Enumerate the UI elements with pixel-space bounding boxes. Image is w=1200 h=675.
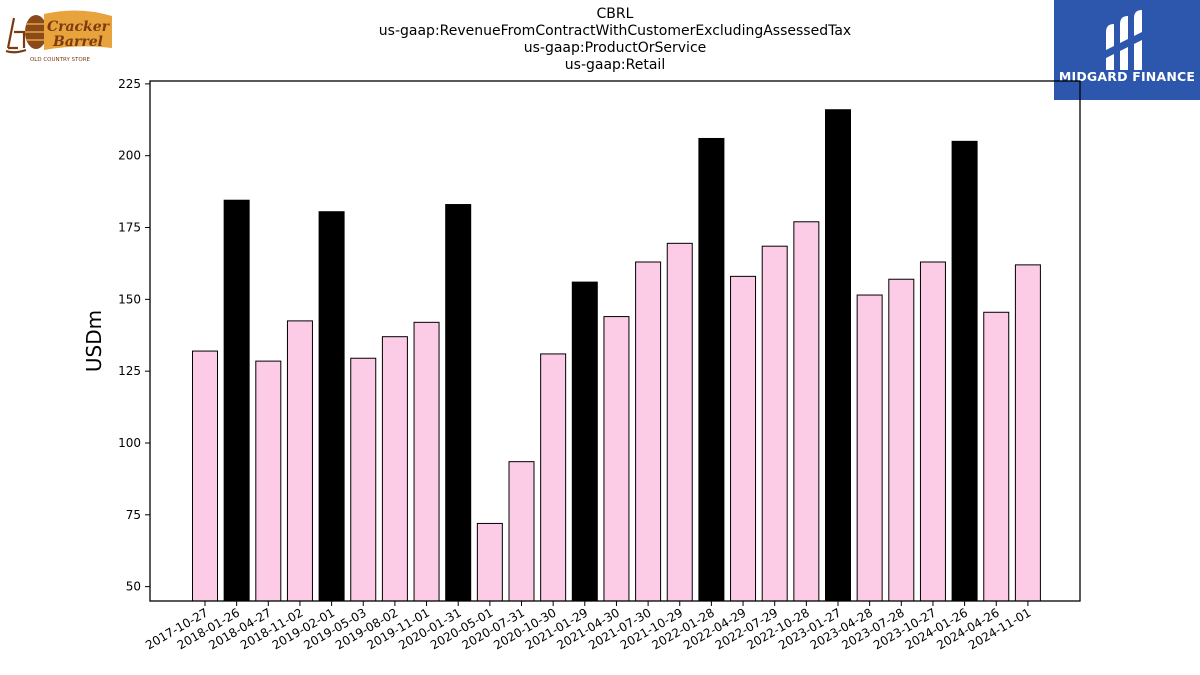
midgard-logo-mark: [1106, 10, 1142, 70]
y-axis-label: USDm: [82, 310, 106, 372]
title-line-ticker: CBRL: [596, 6, 634, 22]
bar: [698, 137, 725, 602]
title-line-axis: us-gaap:ProductOrService: [523, 40, 707, 56]
svg-text:Barrel: Barrel: [52, 34, 103, 50]
bar: [508, 461, 535, 602]
bar: [255, 360, 282, 602]
bar: [1014, 264, 1041, 602]
title-line-concept: us-gaap:RevenueFromContractWithCustomerE…: [378, 23, 852, 39]
y-tick-label: 50: [126, 580, 141, 594]
midgard-logo-text: MIDGARD FINANCE: [1058, 69, 1196, 84]
bar: [730, 275, 757, 602]
plot-frame: [149, 80, 1081, 602]
y-tick-label: 175: [118, 221, 141, 235]
bar: [888, 278, 915, 602]
svg-text:OLD COUNTRY STORE: OLD COUNTRY STORE: [30, 57, 91, 63]
bar: [223, 199, 250, 602]
bar: [381, 336, 408, 602]
bar: [350, 357, 377, 602]
bar: [286, 320, 313, 602]
svg-text:Cracker: Cracker: [47, 19, 111, 35]
bar: [571, 281, 598, 602]
bar: [951, 140, 978, 602]
y-tick-label: 200: [118, 149, 141, 163]
bar: [919, 261, 946, 602]
bar: [603, 316, 630, 602]
y-tick-label: 75: [126, 508, 141, 522]
midgard-finance-logo: MIDGARD FINANCE: [1054, 0, 1200, 100]
bar: [318, 211, 345, 602]
y-tick-label: 100: [118, 436, 141, 450]
bar: [445, 204, 472, 602]
title-line-member: us-gaap:Retail: [564, 57, 666, 73]
bar: [413, 321, 440, 602]
cracker-barrel-logo: Cracker Barrel OLD COUNTRY STORE: [4, 4, 116, 64]
bar: [761, 245, 788, 602]
bar: [825, 109, 851, 602]
bar: [666, 242, 693, 602]
cracker-barrel-logo-image: Cracker Barrel OLD COUNTRY STORE: [5, 10, 112, 63]
bar: [793, 221, 820, 602]
bar: [983, 311, 1010, 602]
chart-title: CBRL us-gaap:RevenueFromContractWithCust…: [150, 6, 1080, 74]
y-tick-label: 150: [118, 292, 141, 306]
y-tick-label: 125: [118, 364, 141, 378]
bar: [540, 353, 567, 602]
bar: [635, 261, 662, 602]
bar: [192, 350, 218, 602]
bar: [856, 294, 883, 602]
y-tick-label: 225: [118, 77, 141, 91]
bar: [476, 522, 503, 602]
